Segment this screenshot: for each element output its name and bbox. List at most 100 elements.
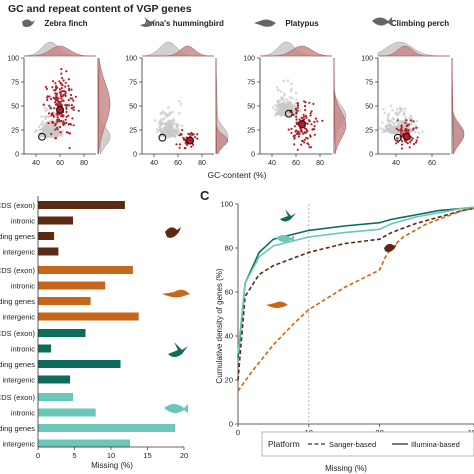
missing-gene-point [313, 133, 316, 136]
background-gene-point [180, 124, 184, 127]
missing-bar [38, 424, 176, 432]
background-gene-point [164, 113, 168, 117]
bar-x-tick-label: 5 [72, 451, 76, 460]
missing-gene-point [53, 107, 56, 110]
missing-gene-point [293, 143, 296, 146]
bar-category-label: coding genes [0, 424, 35, 433]
x-tick-label: 80 [198, 160, 206, 167]
background-gene-point [162, 126, 166, 129]
y-tick-label: 25 [129, 128, 137, 135]
median-all-genes-marker [284, 109, 293, 118]
background-gene-point [403, 107, 407, 111]
c-x-tick-label: 0 [236, 428, 240, 437]
missing-gene-point [405, 141, 408, 144]
missing-gene-point [300, 143, 303, 146]
missing-gene-point [293, 134, 296, 137]
background-gene-point [421, 130, 424, 133]
missing-gene-point [183, 147, 186, 150]
fish-silhouette-icon [372, 17, 392, 26]
missing-gene-point [56, 118, 59, 122]
missing-bar [38, 408, 96, 417]
y-tick-label: 100 [125, 56, 137, 63]
y-tick-label: 75 [11, 80, 19, 87]
missing-gene-point [60, 87, 63, 90]
missing-bar [38, 216, 73, 225]
panel-a-title: GC and repeat content of VGP genes [8, 3, 192, 15]
background-gene-point [415, 119, 419, 123]
missing-gene-point [302, 115, 305, 118]
background-gene-point [53, 133, 57, 136]
missing-gene-point [400, 124, 403, 127]
background-gene-point [271, 106, 275, 109]
background-gene-point [171, 134, 174, 137]
bar-category-label: intronic [11, 409, 35, 418]
background-gene-point [176, 125, 179, 128]
y-tick-label: 50 [11, 104, 19, 111]
missing-gene-point [408, 146, 411, 149]
background-gene-point [292, 106, 296, 110]
missing-gene-point [175, 143, 178, 146]
missing-gene-point [190, 145, 193, 148]
missing-gene-point [295, 111, 298, 114]
missing-gene-point [302, 132, 305, 135]
missing-gene-point [309, 135, 312, 138]
missing-gene-point [304, 131, 307, 134]
fish-shape [276, 235, 294, 243]
missing-gene-point [404, 121, 407, 124]
background-gene-point [290, 82, 293, 85]
panel-b-xlabel: Missing (%) [91, 461, 133, 470]
cumulative-line [237, 207, 474, 392]
missing-gene-point [54, 92, 57, 95]
species-title: Climbing perch [391, 19, 449, 28]
bar-category-label: intronic [11, 282, 35, 291]
fish-silhouette-icon [164, 404, 188, 414]
background-gene-point [286, 103, 290, 106]
background-gene-point [175, 132, 179, 135]
x-tick-label: 40 [150, 160, 158, 167]
background-gene-point [41, 130, 45, 134]
median-all-genes-marker [158, 133, 167, 142]
missing-gene-point [67, 78, 70, 81]
background-gene-point [178, 111, 181, 115]
background-gene-point [279, 107, 283, 111]
y-tick-label: 75 [247, 80, 255, 87]
missing-gene-point [305, 116, 308, 119]
background-gene-point [400, 121, 404, 124]
bar-category-label: coding genes [0, 360, 35, 369]
missing-bar [38, 439, 130, 448]
hummingbird-shape [140, 17, 156, 27]
background-gene-point [45, 125, 49, 129]
missing-gene-point [62, 121, 65, 125]
background-gene-point [391, 129, 395, 133]
missing-gene-point [298, 118, 301, 121]
missing-gene-point [313, 120, 316, 123]
background-gene-point [285, 113, 289, 117]
missing-gene-point [67, 114, 70, 117]
missing-gene-point [50, 114, 53, 117]
background-gene-point [288, 107, 292, 111]
bar-category-label: intergenic [2, 248, 35, 257]
missing-gene-point [410, 139, 413, 142]
missing-gene-point [53, 124, 57, 127]
missing-gene-point [59, 131, 62, 134]
background-gene-point [167, 106, 170, 109]
missing-gene-point [178, 134, 181, 137]
missing-gene-point [303, 118, 306, 121]
missing-gene-point [295, 118, 298, 121]
legend-illumina-label: Illumina-based [411, 440, 460, 449]
y-tick-label: 100 [7, 56, 19, 63]
missing-gene-point [308, 120, 311, 123]
background-gene-point [282, 79, 286, 83]
missing-gene-point [299, 129, 303, 133]
top-density-red [260, 45, 333, 57]
background-gene-point [38, 128, 42, 132]
background-gene-point [402, 110, 406, 114]
background-gene-point [45, 108, 49, 111]
missing-gene-point [400, 147, 403, 150]
background-gene-point [291, 96, 294, 100]
missing-gene-point [412, 120, 415, 123]
panel-c-xlabel: Missing (%) [325, 464, 367, 473]
missing-gene-point [309, 114, 312, 117]
background-gene-point [44, 123, 47, 126]
background-gene-point [399, 109, 402, 113]
